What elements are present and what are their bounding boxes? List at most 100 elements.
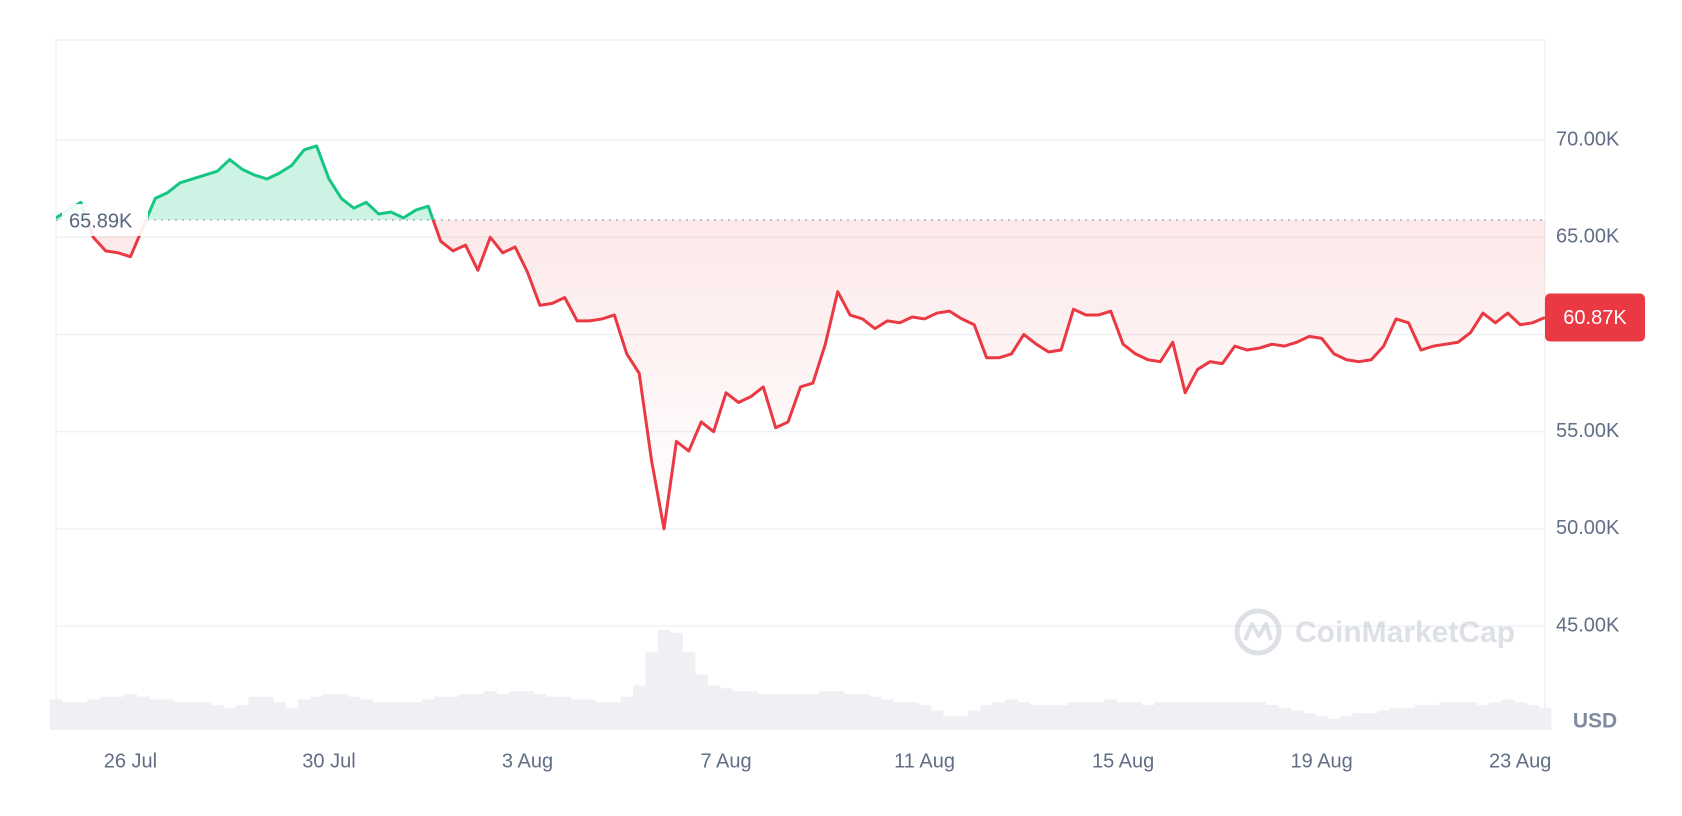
- volume-bar: [161, 699, 175, 730]
- volume-bar: [1203, 702, 1217, 730]
- volume-bar: [260, 696, 274, 730]
- volume-bar: [1290, 710, 1304, 730]
- volume-bar: [719, 688, 733, 730]
- x-tick-label: 19 Aug: [1291, 750, 1353, 772]
- volume-bar: [310, 696, 324, 730]
- volume-bar: [1141, 705, 1155, 730]
- volume-bar: [1278, 707, 1291, 730]
- volume-bar: [49, 699, 63, 730]
- volume-bar: [533, 693, 547, 730]
- y-axis-unit: USD: [1573, 710, 1617, 733]
- volume-bar: [1439, 702, 1453, 730]
- volume-bar: [1191, 702, 1205, 730]
- volume-bar: [955, 716, 969, 730]
- volume-bar: [744, 691, 758, 730]
- volume-bar: [186, 702, 199, 730]
- volume-bar: [546, 696, 559, 730]
- volume-bar: [1538, 707, 1552, 730]
- volume-bar: [1315, 716, 1329, 730]
- volume-bar: [1526, 705, 1540, 730]
- volume-bar: [707, 685, 721, 730]
- volume-bar: [1116, 702, 1130, 730]
- volume-bar: [1402, 707, 1416, 730]
- volume-bar: [558, 696, 572, 730]
- volume-bar: [1352, 713, 1366, 730]
- baseline-label-box: [62, 203, 148, 236]
- x-tick-label: 23 Aug: [1489, 750, 1551, 772]
- volume-bar: [868, 696, 882, 730]
- volume-bar: [806, 693, 820, 730]
- volume-bar: [918, 705, 932, 730]
- volume-bar: [1030, 705, 1043, 730]
- volume-bar: [111, 696, 125, 730]
- volume-bar: [930, 710, 944, 730]
- current-price-label: 60.87K: [1563, 307, 1627, 329]
- volume-bar: [769, 693, 783, 730]
- volume-bar: [521, 691, 535, 730]
- volume-bar: [285, 707, 299, 730]
- y-tick-label: 70.00K: [1556, 128, 1620, 150]
- volume-bar: [757, 693, 770, 730]
- volume-bar: [1079, 702, 1093, 730]
- volume-bar: [198, 702, 212, 730]
- volume-bar: [819, 691, 832, 730]
- volume-bar: [1005, 699, 1018, 730]
- price-line-down: [85, 219, 1545, 531]
- volume-bar: [1464, 702, 1478, 730]
- volume-bar: [831, 691, 845, 730]
- volume-bar: [1042, 705, 1056, 730]
- volume-bar: [372, 702, 386, 730]
- volume-bar: [459, 693, 472, 730]
- volume-bar: [583, 699, 597, 730]
- volume-bar: [980, 705, 994, 730]
- volume-bar: [248, 696, 262, 730]
- volume-bar: [273, 702, 286, 730]
- y-tick-label: 50.00K: [1556, 517, 1620, 539]
- volume-bar: [595, 702, 609, 730]
- area-up: [56, 145, 1545, 220]
- area-down: [87, 219, 1545, 529]
- volume-bar: [1377, 710, 1391, 730]
- volume-bar: [1104, 699, 1118, 730]
- volume-bar: [1389, 707, 1403, 730]
- price-line-up: [56, 144, 435, 220]
- volume-bar: [136, 696, 150, 730]
- volume-bar: [1178, 702, 1192, 730]
- volume-bar: [1327, 718, 1341, 730]
- volume-bar: [1476, 705, 1490, 730]
- volume-bar: [74, 702, 88, 730]
- volume-bar: [384, 702, 398, 730]
- watermark-text: CoinMarketCap: [1295, 616, 1515, 649]
- volume-bar: [173, 702, 187, 730]
- volume-bar: [422, 699, 435, 730]
- volume-bar: [297, 699, 311, 730]
- volume-bar: [608, 702, 621, 730]
- volume-bar: [781, 693, 795, 730]
- volume-bar: [1240, 702, 1254, 730]
- volume-bar: [235, 705, 249, 730]
- y-tick-label: 45.00K: [1556, 614, 1620, 636]
- volume-bar: [62, 702, 75, 730]
- volume-bar: [682, 652, 696, 730]
- volume-bar: [695, 674, 708, 730]
- volume-bar: [1303, 713, 1316, 730]
- y-tick-label: 65.00K: [1556, 226, 1620, 248]
- volume-bar: [670, 632, 683, 730]
- volume-bar: [1054, 705, 1068, 730]
- volume-bar: [124, 693, 137, 730]
- volume-bar: [794, 693, 808, 730]
- volume-bar: [471, 693, 485, 730]
- x-tick-label: 3 Aug: [502, 750, 553, 772]
- volume-bar: [657, 630, 671, 730]
- volume-bar: [211, 705, 224, 730]
- volume-bar: [99, 696, 113, 730]
- volume-bar: [1253, 702, 1267, 730]
- volume-bar: [360, 699, 373, 730]
- volume-bar: [322, 693, 336, 730]
- volume-bar: [1092, 702, 1105, 730]
- volume-bar: [1451, 702, 1465, 730]
- volume-bar: [1513, 702, 1527, 730]
- plot-frame: [55, 39, 1546, 730]
- watermark: CoinMarketCap: [1234, 608, 1515, 656]
